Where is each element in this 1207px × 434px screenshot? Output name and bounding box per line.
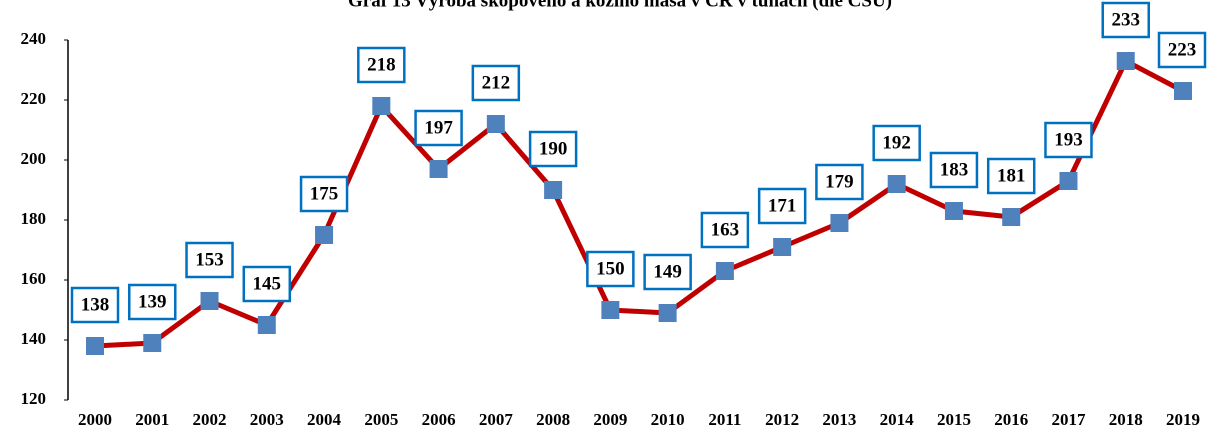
x-tick-label: 2018	[1109, 410, 1143, 429]
label-box	[1157, 31, 1207, 69]
marker	[773, 238, 792, 256]
marker	[315, 226, 334, 244]
x-tick-label: 2006	[422, 410, 456, 429]
marker	[830, 214, 849, 232]
x-tick-label: 2013	[822, 410, 856, 429]
x-tick-label: 2014	[880, 410, 915, 429]
label-box	[299, 175, 349, 213]
data-label: 183	[940, 159, 969, 180]
y-tick-label: 140	[21, 329, 47, 348]
x-tick-label: 2001	[135, 410, 169, 429]
data-label: 212	[482, 72, 511, 93]
marker	[257, 316, 276, 334]
label-box	[185, 241, 234, 279]
marker	[887, 175, 906, 193]
y-tick-label: 220	[21, 89, 47, 108]
data-label: 145	[253, 273, 282, 294]
label-box	[986, 157, 1036, 195]
chart-title: Graf 13 Výroba skopového a kozího masa v…	[348, 0, 892, 11]
label-box	[757, 187, 807, 225]
marker	[1116, 52, 1135, 70]
data-label: 163	[711, 219, 740, 240]
marker	[429, 160, 448, 178]
data-label: 193	[1054, 129, 1083, 150]
marker	[143, 334, 162, 352]
label-box	[700, 211, 750, 249]
data-label: 197	[424, 117, 453, 138]
data-label: 139	[138, 291, 167, 312]
x-tick-label: 2000	[78, 410, 112, 429]
data-label: 171	[768, 195, 797, 216]
marker	[715, 262, 734, 280]
x-tick-label: 2011	[708, 410, 741, 429]
label-box	[70, 286, 120, 324]
data-label: 223	[1168, 39, 1197, 60]
data-label: 192	[882, 132, 911, 153]
x-tick-label: 2015	[937, 410, 971, 429]
data-label: 190	[539, 138, 568, 159]
line	[94, 58, 1185, 349]
label-box	[471, 64, 521, 102]
data-label: 153	[195, 249, 224, 270]
x-tick-label: 2005	[364, 410, 398, 429]
x-tick-label: 2010	[651, 410, 685, 429]
x-tick-label: 2016	[994, 410, 1028, 429]
data-label: 150	[596, 258, 625, 279]
x-tick-label: 2003	[250, 410, 284, 429]
label-box	[929, 151, 979, 189]
x-tick-label: 2012	[765, 410, 799, 429]
marker	[86, 337, 104, 355]
marker	[1002, 208, 1021, 226]
marker	[658, 304, 677, 322]
data-label: 175	[310, 183, 339, 204]
x-tick-label: 2009	[593, 410, 627, 429]
y-tick-label: 240	[21, 29, 47, 48]
label-box	[414, 109, 463, 147]
marker	[944, 202, 963, 220]
label-box	[128, 283, 177, 321]
x-tick-label: 2017	[1051, 410, 1086, 429]
marker	[1059, 172, 1078, 190]
label-box	[242, 265, 292, 303]
label-box	[357, 46, 406, 84]
y-tick-label: 180	[21, 209, 47, 228]
x-tick-label: 2002	[193, 410, 227, 429]
label-box	[1101, 1, 1150, 39]
x-tick-label: 2008	[536, 410, 570, 429]
x-tick-label: 2019	[1166, 410, 1200, 429]
y-tick-label: 120	[21, 389, 47, 408]
marker	[1174, 82, 1192, 100]
data-label: 179	[825, 171, 854, 192]
label-box	[815, 163, 864, 201]
data-label: 218	[367, 54, 396, 75]
x-tick-label: 2004	[307, 410, 342, 429]
data-label: 181	[997, 165, 1026, 186]
label-box	[528, 130, 578, 168]
label-box	[872, 124, 921, 162]
marker	[200, 292, 219, 310]
label-box	[1044, 121, 1093, 159]
marker	[544, 181, 563, 199]
marker	[601, 301, 620, 319]
x-tick-label: 2007	[479, 410, 514, 429]
y-tick-label: 160	[21, 269, 47, 288]
y-tick-label: 200	[21, 149, 47, 168]
marker	[486, 115, 505, 133]
data-label: 233	[1111, 9, 1140, 30]
marker	[372, 97, 391, 115]
label-box	[586, 250, 635, 288]
data-label: 149	[653, 261, 682, 282]
data-label: 138	[81, 294, 110, 315]
label-box	[643, 253, 692, 291]
